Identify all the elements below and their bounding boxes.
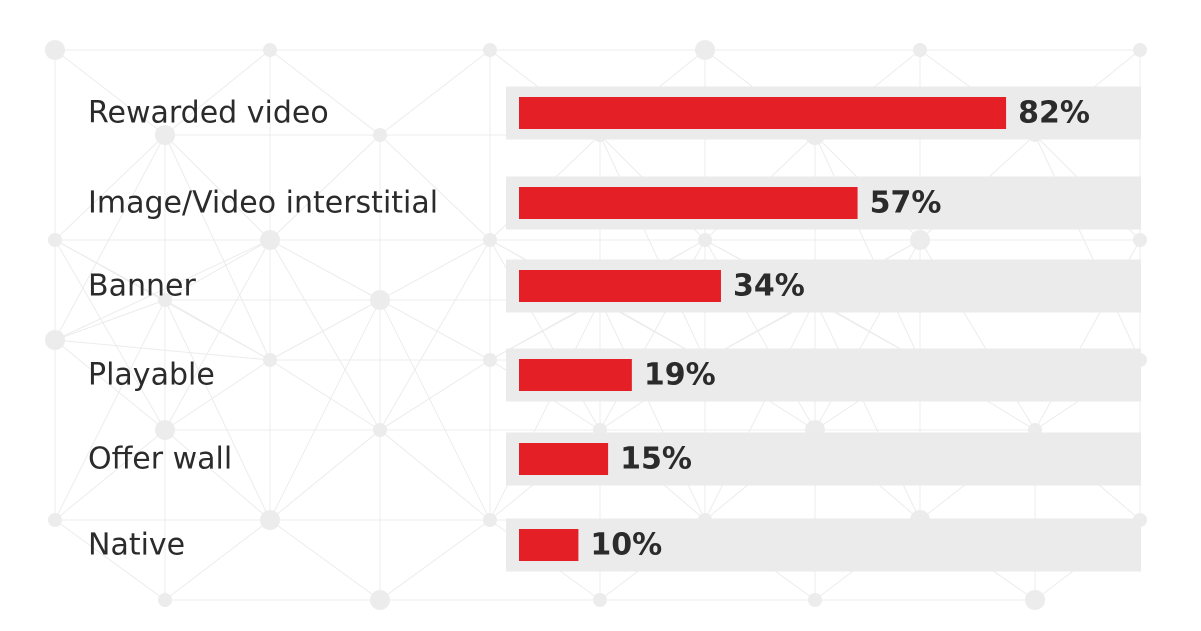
pattern-line xyxy=(164,134,271,361)
pattern-node xyxy=(158,293,172,307)
pattern-node xyxy=(483,513,497,527)
pattern-node xyxy=(155,420,175,440)
bar-row: Playable 19% xyxy=(88,348,1141,402)
pattern-node xyxy=(48,513,62,527)
pattern-line xyxy=(269,239,381,301)
category-label: Image/Video interstitial xyxy=(88,186,438,221)
pattern-line xyxy=(379,359,491,431)
pattern-line xyxy=(379,49,491,136)
pattern-line xyxy=(379,239,491,301)
pattern-line xyxy=(164,359,271,431)
pattern-node xyxy=(260,230,280,250)
pattern-line xyxy=(379,134,491,241)
value-label: 82% xyxy=(1018,96,1090,131)
pattern-line xyxy=(164,134,271,241)
bar xyxy=(519,359,632,391)
pattern-line xyxy=(54,299,166,521)
pattern-line xyxy=(269,299,381,521)
pattern-line xyxy=(379,299,491,361)
pattern-node xyxy=(1133,233,1147,247)
pattern-node xyxy=(263,43,277,57)
pattern-line xyxy=(1034,134,1141,361)
pattern-line xyxy=(164,239,271,301)
bar xyxy=(519,187,858,219)
pattern-node xyxy=(263,353,277,367)
pattern-node xyxy=(45,330,65,350)
pattern-node xyxy=(373,128,387,142)
pattern-line xyxy=(379,429,491,521)
bar-track xyxy=(506,518,1141,572)
bar xyxy=(519,97,1007,129)
pattern-line xyxy=(269,429,381,521)
pattern-line xyxy=(54,299,166,341)
pattern-line xyxy=(54,49,166,136)
pattern-node xyxy=(260,510,280,530)
value-label: 19% xyxy=(644,358,716,393)
pattern-line xyxy=(54,134,166,341)
bar-row: Banner 34% xyxy=(88,259,1141,313)
pattern-node xyxy=(373,423,387,437)
pattern-node xyxy=(370,590,390,610)
pattern-node xyxy=(913,43,927,57)
value-label: 57% xyxy=(870,186,942,221)
pattern-node xyxy=(808,593,822,607)
pattern-line xyxy=(269,519,381,601)
value-label: 34% xyxy=(733,269,805,304)
pattern-line xyxy=(814,134,921,361)
pattern-line xyxy=(379,239,491,431)
category-label: Rewarded video xyxy=(88,96,329,131)
pattern-line xyxy=(54,429,166,521)
pattern-line xyxy=(379,299,491,521)
bar-track xyxy=(506,432,1141,486)
pattern-node xyxy=(45,40,65,60)
pattern-node xyxy=(593,593,607,607)
pattern-line xyxy=(164,299,271,521)
pattern-node xyxy=(48,233,62,247)
pattern-line xyxy=(54,134,166,241)
pattern-node xyxy=(1025,590,1045,610)
value-label: 10% xyxy=(590,528,662,563)
pattern-line xyxy=(54,339,271,361)
pattern-node xyxy=(1133,43,1147,57)
pattern-line xyxy=(269,299,381,361)
bar-row: Image/Video interstitial 57% xyxy=(88,176,1141,230)
category-label: Offer wall xyxy=(88,442,232,477)
pattern-line xyxy=(164,429,271,521)
category-label: Banner xyxy=(88,269,196,304)
pattern-line xyxy=(269,359,381,431)
pattern-line xyxy=(164,239,271,431)
pattern-node xyxy=(483,233,497,247)
bar-row: Offer wall 15% xyxy=(88,432,1141,486)
pattern-line xyxy=(54,239,166,431)
pattern-line xyxy=(164,299,271,361)
pattern-line xyxy=(599,134,706,361)
pattern-line xyxy=(54,239,271,341)
bar xyxy=(519,270,721,302)
bar xyxy=(519,529,579,561)
bar xyxy=(519,443,609,475)
pattern-line xyxy=(269,134,381,241)
value-label: 15% xyxy=(620,442,692,477)
pattern-node xyxy=(483,43,497,57)
category-label: Native xyxy=(88,528,185,563)
pattern-node xyxy=(370,290,390,310)
pattern-line xyxy=(269,49,381,136)
pattern-line xyxy=(54,519,166,601)
pattern-node xyxy=(910,230,930,250)
pattern-node xyxy=(698,233,712,247)
category-label: Playable xyxy=(88,358,215,393)
pattern-node xyxy=(158,593,172,607)
pattern-node xyxy=(483,353,497,367)
pattern-line xyxy=(164,519,271,601)
pattern-node xyxy=(155,125,175,145)
pattern-line xyxy=(164,49,271,136)
pattern-line xyxy=(269,239,381,431)
bar-row: Native 10% xyxy=(88,518,1141,572)
bar-row: Rewarded video 82% xyxy=(88,86,1141,140)
pattern-node xyxy=(695,40,715,60)
pattern-line xyxy=(379,519,491,601)
pattern-line xyxy=(54,339,166,431)
